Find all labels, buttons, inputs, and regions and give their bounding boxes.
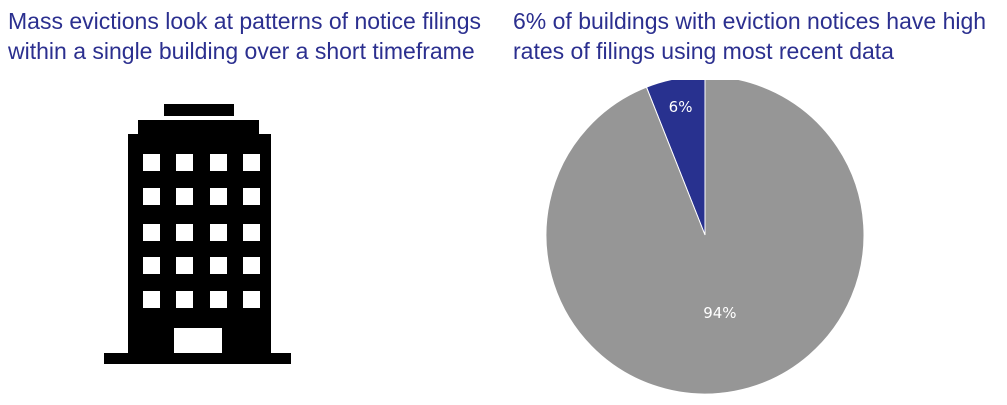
building-window <box>143 257 160 274</box>
pie-chart: 6% 94% <box>545 80 865 395</box>
building-window <box>243 224 260 241</box>
building-window <box>243 154 260 171</box>
pie-slice-label-2: 94% <box>703 304 736 322</box>
building-windows <box>143 154 260 308</box>
building-window <box>176 224 193 241</box>
building-window <box>210 188 227 205</box>
building-window <box>210 291 227 308</box>
pie-slice-label-1: 6% <box>669 98 693 116</box>
building-window <box>176 257 193 274</box>
building-window <box>143 224 160 241</box>
building-base <box>104 353 291 364</box>
building-window <box>143 291 160 308</box>
building-window <box>210 224 227 241</box>
office-building-icon <box>104 104 291 364</box>
left-panel-heading: Mass evictions look at patterns of notic… <box>8 8 482 64</box>
building-window <box>176 291 193 308</box>
right-panel-heading: 6% of buildings with eviction notices ha… <box>513 8 987 64</box>
building-roof-top <box>164 104 234 116</box>
pie-slice-2 <box>545 80 865 395</box>
building-window <box>143 188 160 205</box>
building-roof <box>138 120 259 134</box>
building-window <box>243 257 260 274</box>
building-window <box>210 154 227 171</box>
building-window <box>176 188 193 205</box>
building-window <box>210 257 227 274</box>
building-window <box>176 154 193 171</box>
building-window <box>243 291 260 308</box>
building-window <box>243 188 260 205</box>
building-door <box>174 328 222 353</box>
building-window <box>143 154 160 171</box>
